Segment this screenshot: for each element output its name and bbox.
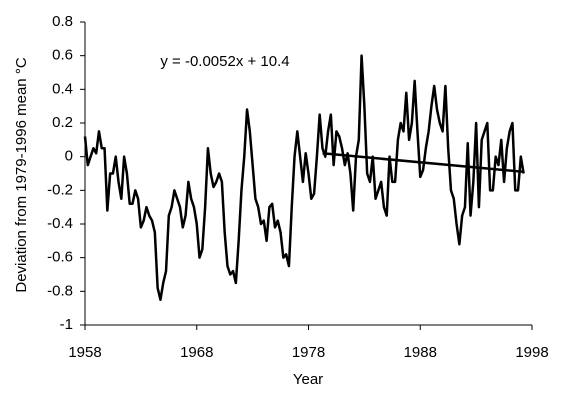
- y-tick-label: -1: [60, 316, 73, 333]
- y-axis-label: Deviation from 1979-1996 mean °C: [13, 57, 30, 292]
- y-tick-label: 0.4: [52, 80, 73, 97]
- y-tick-label: -0.4: [47, 215, 73, 232]
- y-tick-label: 0.2: [52, 114, 73, 131]
- data-line: [83, 54, 525, 301]
- y-tick-label: 0.6: [52, 47, 73, 64]
- y-tick-label: -0.8: [47, 282, 73, 299]
- y-tick-label: 0.8: [52, 13, 73, 30]
- y-tick-label: -0.6: [47, 249, 73, 266]
- x-tick-label: 1988: [404, 344, 437, 361]
- y-tick-label: -0.2: [47, 181, 73, 198]
- annotation: y = -0.0052x + 10.4: [160, 53, 289, 70]
- y-tick-label: 0: [65, 148, 73, 165]
- x-tick-label: 1968: [180, 344, 213, 361]
- x-tick-label: 1978: [292, 344, 325, 361]
- x-axis-label: Year: [293, 371, 323, 388]
- data-line: [322, 152, 524, 174]
- x-tick-label: 1958: [68, 344, 101, 361]
- x-tick-label: 1998: [515, 344, 548, 361]
